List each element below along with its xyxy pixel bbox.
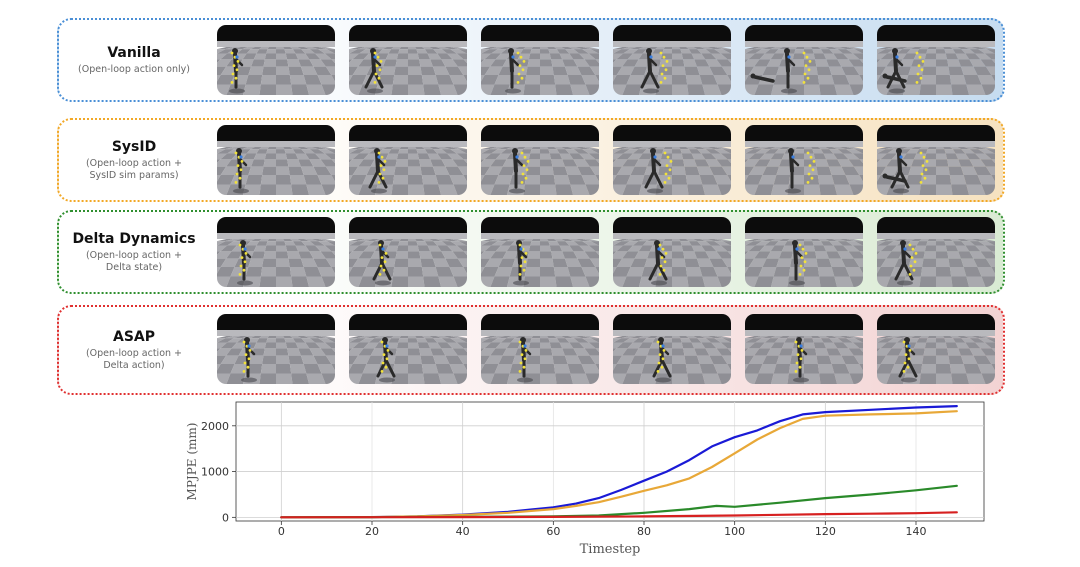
simulation-frame	[217, 314, 335, 384]
simulation-frame	[877, 125, 995, 195]
simulation-frame-image	[877, 314, 995, 384]
method-name: Delta Dynamics	[72, 230, 195, 248]
simulation-frame	[349, 25, 467, 95]
simulation-frame-image	[217, 314, 335, 384]
simulation-frame-image	[877, 125, 995, 195]
simulation-frame-image	[745, 125, 863, 195]
simulation-frame	[745, 314, 863, 384]
simulation-frame-image	[877, 25, 995, 95]
simulation-frame-image	[481, 314, 599, 384]
simulation-frame-image	[349, 25, 467, 95]
method-label: SysID (Open-loop action +SysID sim params…	[59, 120, 209, 200]
x-tick-label: 140	[906, 525, 927, 538]
method-row-vanilla: Vanilla (Open-loop action only)	[57, 18, 1005, 102]
x-tick-label: 0	[278, 525, 285, 538]
method-name: SysID	[112, 138, 156, 156]
method-description: (Open-loop action +Delta action)	[86, 348, 182, 372]
method-description: (Open-loop action +Delta state)	[86, 250, 182, 274]
simulation-frame	[217, 25, 335, 95]
x-tick-label: 60	[546, 525, 560, 538]
simulation-frame-image	[349, 217, 467, 287]
simulation-frame-image	[481, 217, 599, 287]
simulation-frame	[613, 25, 731, 95]
simulation-frame-image	[217, 217, 335, 287]
simulation-frame	[481, 125, 599, 195]
y-tick-label: 0	[222, 511, 229, 524]
simulation-frame	[481, 25, 599, 95]
method-description-line: (Open-loop action +	[86, 158, 182, 170]
x-tick-label: 100	[724, 525, 745, 538]
simulation-frame-image	[745, 217, 863, 287]
simulation-frame-image	[481, 125, 599, 195]
simulation-frame-image	[745, 25, 863, 95]
simulation-frame-image	[745, 314, 863, 384]
simulation-frame	[877, 25, 995, 95]
method-row-asap: ASAP (Open-loop action +Delta action)	[57, 305, 1005, 395]
method-name: Vanilla	[107, 44, 160, 62]
simulation-frame	[745, 217, 863, 287]
mpjpe-chart: 0 20 40 60 80 100 120 140 0 1000 2000 Timestep MPJPE…	[180, 396, 1000, 563]
y-tick-label: 2000	[201, 420, 229, 433]
simulation-frame	[613, 125, 731, 195]
simulation-frame-image	[217, 125, 335, 195]
simulation-frame-image	[613, 217, 731, 287]
simulation-frame	[349, 125, 467, 195]
method-description-line: (Open-loop action +	[86, 250, 182, 262]
method-row-delta-dynamics: Delta Dynamics (Open-loop action +Delta s…	[57, 210, 1005, 294]
chart-svg: 0 20 40 60 80 100 120 140 0 1000 2000 Timestep MPJPE…	[180, 396, 1000, 563]
y-tick-label: 1000	[201, 466, 229, 479]
method-label: Vanilla (Open-loop action only)	[59, 20, 209, 100]
simulation-frame	[481, 217, 599, 287]
simulation-frame	[613, 314, 731, 384]
method-description: (Open-loop action +SysID sim params)	[86, 158, 182, 182]
simulation-frame	[217, 125, 335, 195]
simulation-frame-image	[877, 217, 995, 287]
simulation-frame	[217, 217, 335, 287]
x-axis-label: Timestep	[580, 542, 641, 557]
method-label: Delta Dynamics (Open-loop action +Delta s…	[59, 212, 209, 292]
method-description-line: Delta state)	[86, 262, 182, 274]
y-axis-label: MPJPE (mm)	[185, 423, 199, 501]
plot-frame	[236, 402, 984, 521]
method-label: ASAP (Open-loop action +Delta action)	[59, 307, 209, 393]
simulation-frame	[877, 217, 995, 287]
simulation-frame	[745, 125, 863, 195]
simulation-frame-image	[613, 125, 731, 195]
simulation-frame	[613, 217, 731, 287]
x-tick-label: 40	[456, 525, 470, 538]
simulation-frame	[877, 314, 995, 384]
x-tick-label: 20	[365, 525, 379, 538]
method-description: (Open-loop action only)	[78, 64, 190, 76]
simulation-frame	[349, 314, 467, 384]
simulation-frame-image	[349, 125, 467, 195]
method-description-line: (Open-loop action only)	[78, 64, 190, 76]
simulation-frame	[745, 25, 863, 95]
method-description-line: Delta action)	[86, 360, 182, 372]
method-name: ASAP	[113, 328, 155, 346]
simulation-frame-image	[349, 314, 467, 384]
method-row-sysid: SysID (Open-loop action +SysID sim params…	[57, 118, 1005, 202]
method-description-line: (Open-loop action +	[86, 348, 182, 360]
simulation-frame-image	[613, 25, 731, 95]
method-description-line: SysID sim params)	[86, 170, 182, 182]
simulation-frame	[349, 217, 467, 287]
x-tick-label: 80	[637, 525, 651, 538]
simulation-frame-image	[613, 314, 731, 384]
simulation-frame-image	[217, 25, 335, 95]
simulation-frame-image	[481, 25, 599, 95]
simulation-frame	[481, 314, 599, 384]
x-tick-label: 120	[815, 525, 836, 538]
